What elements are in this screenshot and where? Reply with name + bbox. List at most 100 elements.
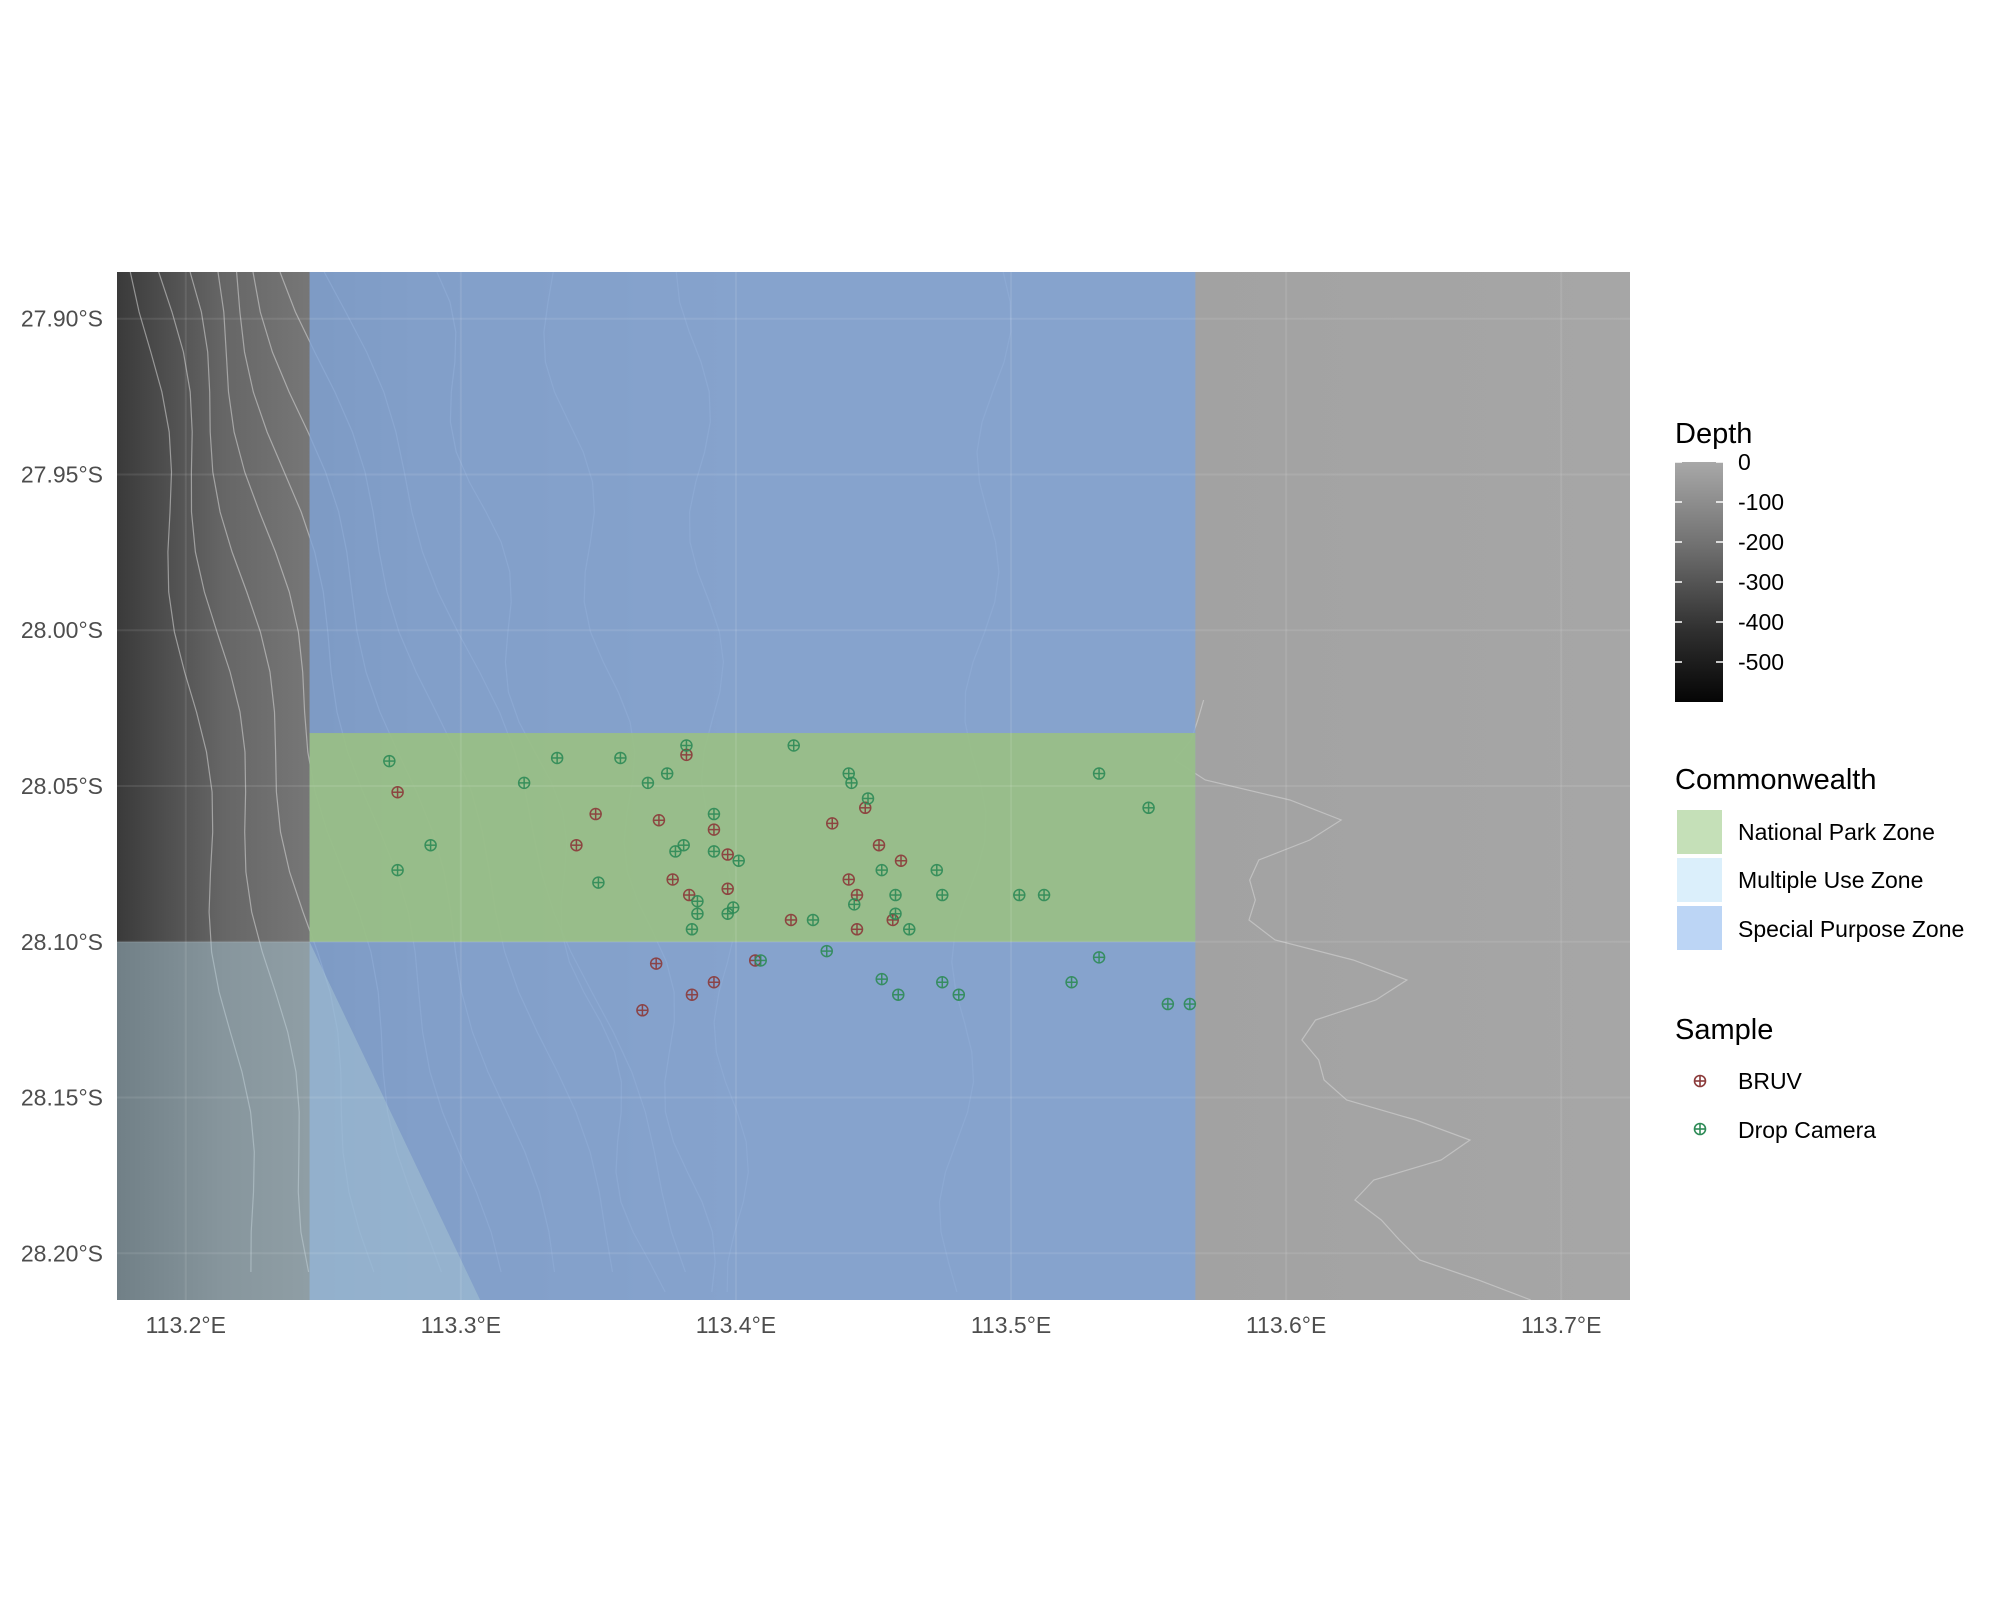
drop-camera-point bbox=[861, 792, 875, 805]
drop-camera-point bbox=[936, 888, 949, 902]
drop-camera-point bbox=[707, 845, 721, 858]
sample-legend-title: Sample bbox=[1675, 1014, 1773, 1046]
bruv-point bbox=[589, 807, 602, 821]
drop-camera-point bbox=[592, 876, 605, 889]
x-tick-label: 113.6°E bbox=[1246, 1312, 1326, 1338]
drop-camera-point bbox=[1065, 976, 1078, 989]
depth-tick-label: -300 bbox=[1738, 569, 1784, 595]
drop-camera-point bbox=[424, 838, 437, 852]
x-tick-label: 113.7°E bbox=[1521, 1312, 1601, 1338]
drop-camera-point bbox=[1161, 997, 1175, 1011]
multiple-use-zone-key bbox=[1677, 858, 1722, 902]
depth-tick-label: -400 bbox=[1738, 609, 1784, 635]
drop-camera-point bbox=[889, 888, 902, 902]
drop-camera-point bbox=[391, 863, 404, 877]
x-tick-label: 113.4°E bbox=[696, 1312, 776, 1338]
bruv-point bbox=[886, 913, 900, 927]
depth-tick-label: 0 bbox=[1738, 449, 1751, 475]
drop-camera-point bbox=[660, 767, 674, 780]
commonwealth-legend: Commonwealth National Park Zone Multiple… bbox=[1675, 764, 1964, 950]
sample-legend: Sample BRUV Drop Camera bbox=[1675, 1014, 1876, 1143]
bruv-point bbox=[391, 785, 404, 799]
x-tick-label: 113.5°E bbox=[971, 1312, 1051, 1338]
drop-camera-point bbox=[845, 776, 858, 790]
special-purpose-zone-label: Special Purpose Zone bbox=[1738, 916, 1964, 942]
bruv-point bbox=[682, 888, 696, 902]
y-tick-label: 27.95°S bbox=[21, 461, 103, 487]
national-park-zone-key bbox=[1677, 810, 1722, 854]
drop-camera-point bbox=[641, 776, 655, 790]
drop-camera-point bbox=[691, 895, 704, 908]
drop-camera-point bbox=[952, 988, 966, 1001]
drop-camera-point bbox=[889, 907, 902, 920]
bruv-samples bbox=[391, 748, 908, 1017]
bruv-point bbox=[570, 838, 583, 852]
bruv-point bbox=[842, 873, 855, 886]
drop-camera-point bbox=[903, 923, 916, 936]
drop-camera-samples bbox=[383, 739, 1197, 1011]
multiple-use-zone-overlay bbox=[117, 941, 481, 1300]
bruv-point bbox=[894, 854, 908, 868]
depth-tick-label: -200 bbox=[1738, 529, 1784, 555]
bruv-point bbox=[850, 888, 864, 902]
drop-camera-point bbox=[820, 944, 833, 958]
depth-tick-label: -100 bbox=[1738, 489, 1784, 515]
bruv-point bbox=[872, 838, 886, 852]
depth-colorbar bbox=[1675, 462, 1723, 702]
drop-camera-point bbox=[754, 954, 767, 967]
depth-colorbar-ticks: 0 -100 -200 -300 -400 -500 bbox=[1675, 449, 1784, 675]
drop-camera-point bbox=[707, 807, 721, 821]
y-axis: 27.90°S 27.95°S 28.00°S 28.05°S 28.10°S 28.15… bbox=[21, 306, 103, 1267]
drop-camera-point bbox=[1092, 767, 1106, 780]
y-tick-label: 28.20°S bbox=[21, 1240, 103, 1266]
drop-camera-label: Drop Camera bbox=[1738, 1117, 1876, 1143]
drop-camera-point bbox=[936, 976, 949, 989]
drop-camera-point bbox=[680, 739, 693, 752]
bruv-point bbox=[649, 957, 663, 970]
drop-camera-point bbox=[383, 754, 396, 768]
drop-camera-point bbox=[892, 988, 905, 1001]
drop-camera-point bbox=[875, 863, 889, 877]
bruv-point bbox=[652, 814, 666, 827]
bruv-point bbox=[707, 823, 721, 836]
drop-camera-point bbox=[677, 838, 690, 852]
depth-legend: Depth 0 -100 -200 -300 -400 -500 bbox=[1675, 418, 1784, 702]
drop-camera-point bbox=[842, 767, 855, 780]
y-tick-label: 28.15°S bbox=[21, 1085, 103, 1111]
y-tick-label: 27.90°S bbox=[21, 306, 103, 332]
drop-camera-point bbox=[1092, 951, 1106, 964]
drop-camera-point bbox=[930, 863, 944, 877]
drop-camera-point bbox=[1037, 888, 1051, 902]
drop-camera-point bbox=[1183, 997, 1197, 1011]
drop-camera-point bbox=[1142, 801, 1155, 815]
bruv-label: BRUV bbox=[1738, 1068, 1803, 1094]
drop-camera-point bbox=[1013, 888, 1026, 902]
drop-camera-point bbox=[847, 898, 861, 911]
y-tick-label: 28.00°S bbox=[21, 617, 103, 643]
drop-camera-point bbox=[806, 913, 820, 927]
bruv-point bbox=[685, 988, 699, 1001]
special-purpose-zone-key bbox=[1677, 906, 1722, 950]
y-tick-label: 28.10°S bbox=[21, 929, 103, 955]
drop-camera-point bbox=[691, 907, 704, 920]
x-tick-label: 113.2°E bbox=[146, 1312, 226, 1338]
map-panel bbox=[117, 272, 1630, 1300]
contour-line bbox=[1173, 699, 1532, 1300]
graticule bbox=[117, 272, 1630, 1300]
bruv-point bbox=[666, 873, 679, 886]
multiple-use-zone-label: Multiple Use Zone bbox=[1738, 867, 1923, 893]
y-tick-label: 28.05°S bbox=[21, 773, 103, 799]
drop-camera-point bbox=[787, 739, 800, 752]
x-axis: 113.2°E 113.3°E 113.4°E 113.5°E 113.6°E 113.7… bbox=[146, 1312, 1602, 1338]
drop-camera-point bbox=[614, 751, 627, 765]
bruv-point bbox=[850, 923, 864, 936]
drop-camera-point bbox=[875, 972, 889, 986]
national-park-zone-label: National Park Zone bbox=[1738, 819, 1935, 845]
drop-camera-point bbox=[669, 845, 682, 858]
bruv-point bbox=[721, 848, 734, 861]
depth-tick-label: -500 bbox=[1738, 649, 1784, 675]
drop-camera-point bbox=[685, 923, 699, 936]
bruv-point bbox=[858, 801, 872, 815]
national-park-zone bbox=[309, 733, 1196, 942]
